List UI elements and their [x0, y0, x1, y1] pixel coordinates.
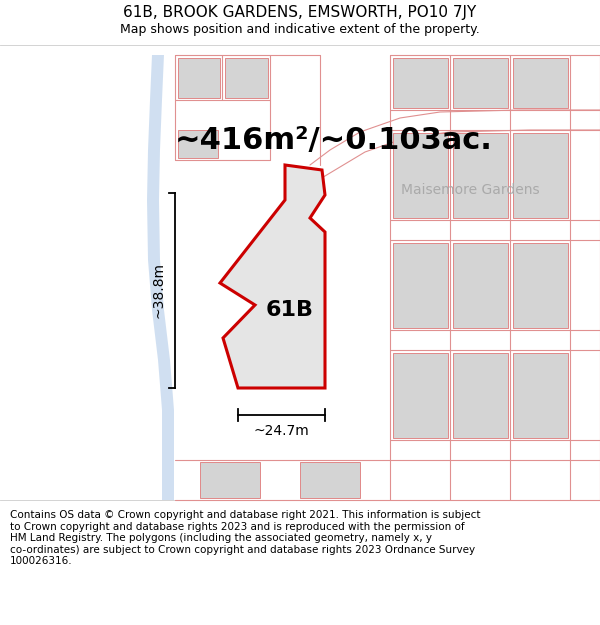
Polygon shape: [393, 353, 448, 438]
Polygon shape: [513, 243, 568, 328]
Polygon shape: [225, 58, 268, 98]
Polygon shape: [200, 462, 260, 498]
Bar: [0, 45, 600, 500]
Text: Maisemore Gardens: Maisemore Gardens: [401, 183, 539, 197]
Polygon shape: [300, 462, 360, 498]
Polygon shape: [513, 133, 568, 218]
Polygon shape: [453, 243, 508, 328]
Text: 61B, BROOK GARDENS, EMSWORTH, PO10 7JY: 61B, BROOK GARDENS, EMSWORTH, PO10 7JY: [124, 6, 476, 21]
Polygon shape: [220, 165, 325, 388]
Polygon shape: [178, 58, 220, 98]
Polygon shape: [513, 353, 568, 438]
Polygon shape: [147, 55, 174, 500]
Polygon shape: [393, 243, 448, 328]
Polygon shape: [393, 58, 448, 108]
Text: 61B: 61B: [266, 300, 314, 320]
Polygon shape: [513, 58, 568, 108]
Text: Contains OS data © Crown copyright and database right 2021. This information is : Contains OS data © Crown copyright and d…: [10, 510, 481, 566]
Polygon shape: [393, 133, 448, 218]
Polygon shape: [453, 133, 508, 218]
Text: ~38.8m: ~38.8m: [152, 262, 166, 319]
Text: ~24.7m: ~24.7m: [254, 424, 310, 438]
Text: ~416m²/~0.103ac.: ~416m²/~0.103ac.: [175, 126, 493, 154]
Text: Map shows position and indicative extent of the property.: Map shows position and indicative extent…: [120, 24, 480, 36]
Polygon shape: [453, 58, 508, 108]
Polygon shape: [178, 130, 218, 158]
Polygon shape: [453, 353, 508, 438]
